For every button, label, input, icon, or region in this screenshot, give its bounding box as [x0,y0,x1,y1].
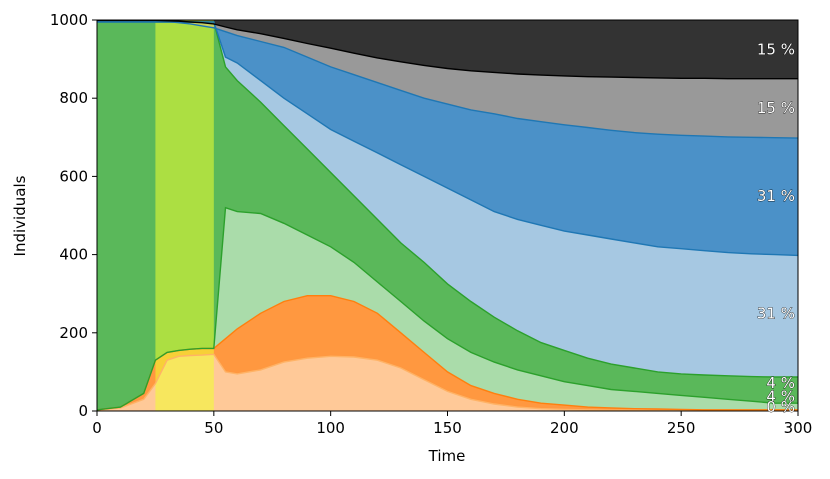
x-tick-label: 50 [204,419,223,437]
x-tick-label: 150 [433,419,462,437]
percent-label: 4 % [766,374,795,392]
x-tick-label: 250 [667,419,696,437]
line-grey-top [97,19,798,80]
highlight-band [155,20,214,411]
area-green-light [97,207,798,410]
area-layers [97,20,798,411]
x-tick-label: 100 [316,419,345,437]
area-black [97,20,798,79]
x-axis-label: Time [428,447,466,465]
line-green-light-top [96,206,798,411]
x-tick-label: 0 [92,419,102,437]
x-tick-label: 300 [784,419,813,437]
area-green-dark [97,22,798,410]
percent-label: 15 % [757,99,795,117]
percent-labels: 15 %15 %31 %31 %4 %4 %0 % [757,40,796,416]
area-blue-light [97,22,798,377]
y-tick-label: 200 [59,324,88,342]
x-ticks: 0 50 100 150 200 250 300 [92,411,812,437]
area-orange-light [97,354,798,411]
y-tick-label: 400 [59,246,88,264]
percent-label: 31 % [757,304,795,322]
percent-label: 31 % [757,187,795,205]
y-tick-label: 1000 [50,11,88,29]
area-orange-dark [97,295,798,411]
y-tick-label: 0 [78,402,88,420]
percent-label: 15 % [757,40,795,58]
area-blue-dark [97,20,798,256]
area-grey [97,20,798,139]
x-tick-label: 200 [550,419,579,437]
percent-label: 4 % [766,388,795,406]
highlight-rect [155,20,214,411]
y-ticks: 0 200 400 600 800 1000 [50,11,97,420]
percent-label: 0 % [766,398,795,416]
line-blue-dark-top [97,20,799,139]
y-tick-label: 600 [59,167,88,185]
y-tick-label: 800 [59,89,88,107]
y-axis-label: Individuals [11,175,29,256]
